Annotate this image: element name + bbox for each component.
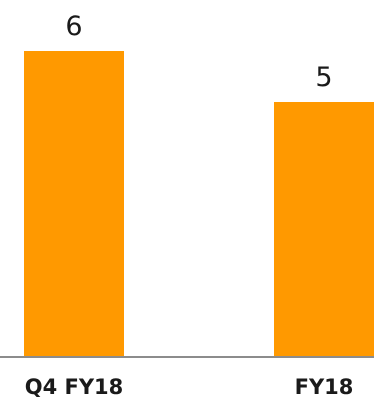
bars-group	[24, 51, 374, 357]
category-label-0: Q4 FY18	[25, 375, 124, 399]
bar-0	[24, 51, 124, 357]
bar-value-label-1: 5	[315, 62, 332, 93]
category-labels-group: Q4 FY18 FY18	[25, 375, 354, 399]
bar-value-label-0: 6	[65, 11, 82, 42]
value-labels-group: 65	[65, 11, 332, 93]
bar-1	[274, 102, 374, 357]
category-label-1: FY18	[295, 375, 354, 399]
